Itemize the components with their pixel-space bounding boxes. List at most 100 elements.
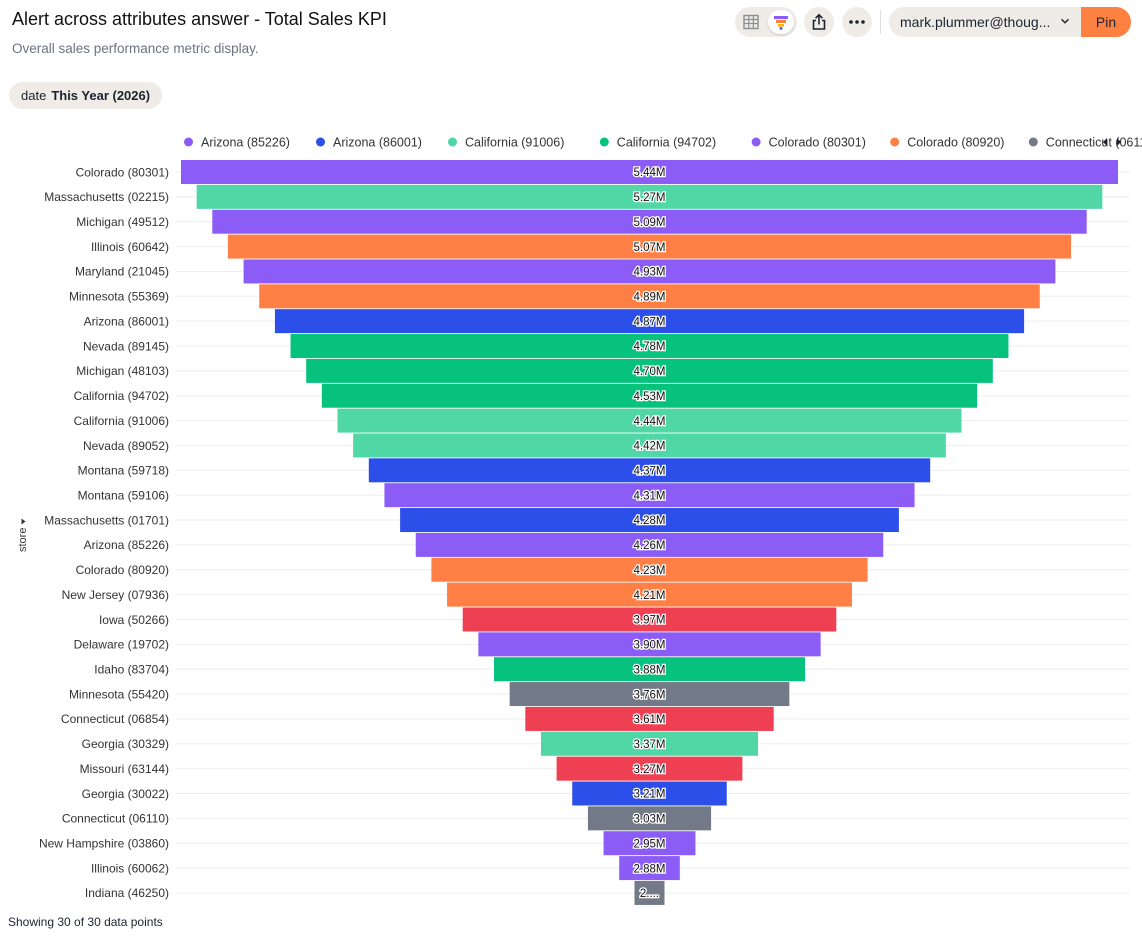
data-label: 5.27M: [634, 192, 666, 204]
legend-item[interactable]: Connecticut (06110): [1028, 136, 1142, 150]
data-label: 5.09M: [634, 217, 666, 229]
category-label: Georgia (30022): [82, 787, 169, 801]
funnel-bar[interactable]: [196, 184, 1103, 209]
category-label: New Jersey (07936): [62, 588, 169, 602]
data-label: 5.07M: [634, 242, 666, 254]
visualization-toggle: [735, 7, 797, 37]
legend-swatch: [890, 137, 900, 147]
category-label: California (91006): [74, 414, 169, 428]
funnel-bar[interactable]: [431, 557, 868, 582]
funnel-bar[interactable]: [447, 582, 852, 607]
category-label: Minnesota (55369): [69, 290, 169, 304]
more-icon: [849, 20, 865, 24]
funnel-bar[interactable]: [212, 209, 1087, 234]
share-button[interactable]: [804, 7, 834, 37]
funnel-bar[interactable]: [243, 259, 1056, 284]
caret-down-icon: [21, 518, 25, 525]
funnel-bar[interactable]: [478, 632, 821, 657]
legend-swatch: [599, 137, 609, 147]
category-label: Georgia (30329): [82, 737, 169, 751]
data-label: 4.87M: [634, 316, 666, 328]
table-view-button[interactable]: [739, 10, 763, 34]
funnel-bar[interactable]: [572, 781, 727, 806]
legend-label: Arizona (85226): [201, 136, 290, 150]
funnel-bar[interactable]: [634, 880, 665, 905]
category-label: Missouri (63144): [80, 762, 169, 776]
legend-prev-icon[interactable]: [1103, 138, 1107, 146]
funnel-bar[interactable]: [525, 706, 774, 731]
category-label: Illinois (60062): [91, 861, 169, 875]
data-label: 4.53M: [634, 391, 666, 403]
filter-value: This Year (2026): [51, 88, 151, 103]
funnel-bar[interactable]: [415, 532, 884, 557]
funnel-bar[interactable]: [259, 284, 1040, 309]
funnel-bar[interactable]: [556, 756, 743, 781]
legend-item[interactable]: California (91006): [448, 136, 564, 150]
funnel-bar[interactable]: [509, 682, 790, 707]
data-label: 4.28M: [634, 515, 666, 527]
funnel-bar[interactable]: [181, 160, 1118, 184]
category-label: Arizona (85226): [84, 538, 169, 552]
funnel-bar[interactable]: [274, 309, 1025, 334]
data-label: 4.37M: [634, 466, 666, 478]
legend-item[interactable]: California (94702): [599, 136, 716, 150]
category-label: Michigan (48103): [76, 364, 169, 378]
funnel-bar[interactable]: [353, 433, 946, 458]
funnel-bar[interactable]: [337, 408, 962, 433]
y-axis-title[interactable]: store: [17, 518, 29, 552]
more-options-button[interactable]: [842, 7, 872, 37]
funnel-bar[interactable]: [384, 483, 915, 508]
legend-item[interactable]: Colorado (80301): [751, 136, 866, 150]
category-label: Massachusetts (02215): [44, 190, 169, 204]
legend-label: Colorado (80301): [769, 136, 866, 150]
funnel-bar[interactable]: [603, 831, 696, 856]
data-label: 3.37M: [634, 739, 666, 751]
legend-item[interactable]: Colorado (80920): [890, 136, 1004, 150]
legend-swatch: [448, 137, 457, 147]
data-points-summary: Showing 30 of 30 data points: [8, 915, 163, 929]
category-label: Maryland (21045): [75, 265, 169, 279]
date-filter-chip[interactable]: date This Year (2026): [9, 82, 163, 109]
category-label: Michigan (49512): [76, 215, 169, 229]
category-label: Iowa (50266): [99, 613, 169, 627]
funnel-bar[interactable]: [227, 234, 1072, 259]
category-label: Connecticut (06110): [62, 812, 169, 826]
data-label: 4.70M: [634, 366, 666, 378]
legend-item[interactable]: Arizona (86001): [316, 136, 422, 150]
funnel-bar[interactable]: [494, 657, 805, 682]
category-label: Arizona (86001): [84, 314, 169, 328]
legend-label: Arizona (86001): [333, 136, 422, 150]
funnel-bar[interactable]: [400, 508, 899, 533]
category-label: Delaware (19702): [74, 638, 169, 652]
answer-title: Alert across attributes answer - Total S…: [12, 9, 387, 29]
user-account-dropdown[interactable]: mark.plummer@thoug...: [889, 7, 1081, 37]
funnel-bar[interactable]: [290, 334, 1009, 359]
legend-item[interactable]: Arizona (85226): [184, 136, 290, 150]
category-label: Connecticut (06854): [61, 712, 169, 726]
funnel-bar[interactable]: [462, 607, 837, 632]
funnel-bar[interactable]: [540, 731, 759, 756]
category-label: New Hampshire (03860): [39, 837, 169, 851]
legend-swatch: [751, 137, 761, 147]
category-label: Nevada (89145): [83, 339, 169, 353]
table-icon: [743, 14, 759, 30]
data-label: 3.97M: [634, 615, 666, 627]
funnel-bar[interactable]: [306, 358, 993, 383]
pin-button[interactable]: Pin: [1081, 7, 1131, 37]
funnel-bar[interactable]: [619, 856, 680, 881]
funnel-bar[interactable]: [587, 806, 712, 831]
data-label: 3.76M: [634, 689, 666, 701]
legend-next-icon[interactable]: [1117, 138, 1121, 146]
category-label: Nevada (89052): [83, 439, 169, 453]
chart-view-button[interactable]: [768, 10, 794, 34]
category-label: Colorado (80920): [76, 563, 169, 577]
category-label: Indiana (46250): [85, 886, 169, 900]
data-label: 3.88M: [634, 664, 666, 676]
data-label: 2....: [640, 888, 659, 900]
funnel-bar[interactable]: [321, 383, 978, 408]
funnel-bar[interactable]: [368, 458, 931, 483]
data-label: 4.42M: [634, 441, 666, 453]
filter-key: date: [21, 88, 47, 103]
funnel-chart: Arizona (85226) Arizona (86001) California…: [39, 136, 1142, 905]
category-label: Illinois (60642): [91, 240, 169, 254]
